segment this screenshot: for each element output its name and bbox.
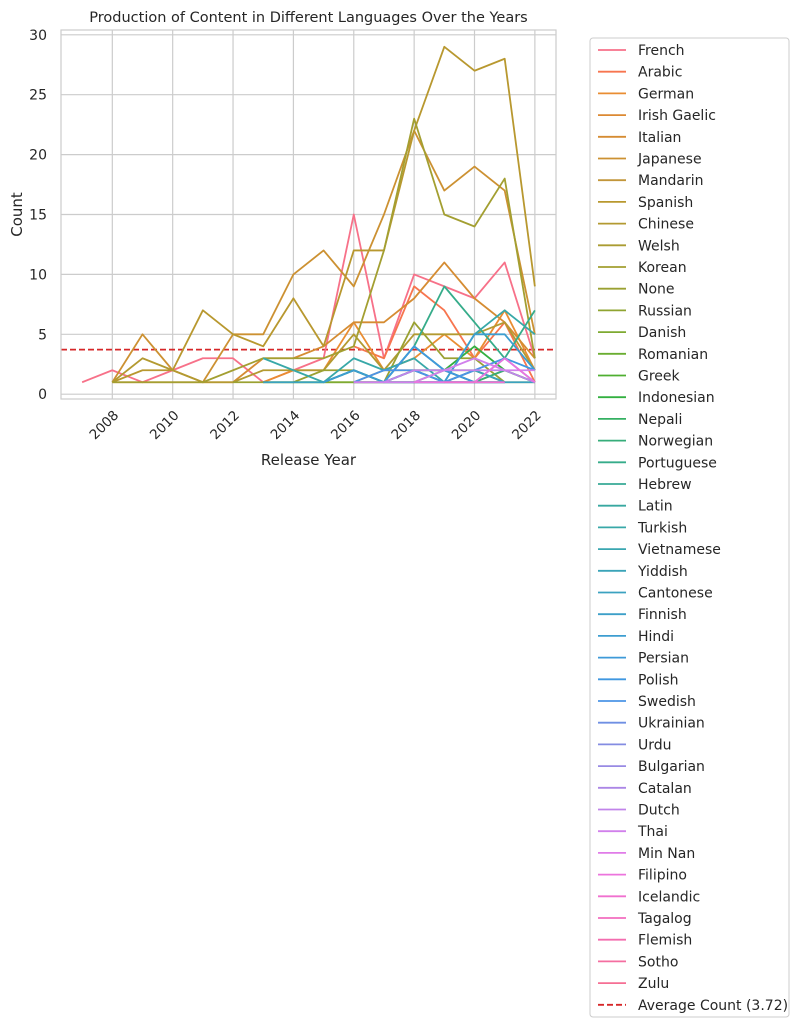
y-tick-label: 5	[38, 327, 47, 343]
legend-label: Mandarin	[638, 173, 704, 189]
legend-label: Bulgarian	[638, 759, 705, 775]
legend-label: Nepali	[638, 412, 682, 428]
legend-label: Korean	[638, 260, 687, 276]
legend-label: Thai	[637, 824, 668, 840]
legend-label: Danish	[638, 325, 686, 341]
legend-label: Hebrew	[638, 477, 692, 493]
legend-label: Italian	[638, 130, 681, 146]
legend-label: Zulu	[638, 976, 669, 992]
legend-label: German	[638, 86, 694, 102]
legend-label: Romanian	[638, 347, 708, 363]
legend-label: Icelandic	[638, 889, 700, 905]
series-line-korean	[112, 117, 536, 384]
legend-label: Tagalog	[637, 911, 692, 927]
y-axis-label: Count	[8, 192, 26, 237]
legend-label: Yiddish	[637, 564, 688, 580]
x-axis-label: Release Year	[261, 451, 357, 469]
legend-label: Latin	[638, 499, 673, 515]
legend-label: Filipino	[638, 868, 687, 884]
legend-label: Sotho	[638, 954, 678, 970]
legend-label: Swedish	[638, 694, 696, 710]
legend-label: Ukrainian	[638, 716, 705, 732]
y-tick-label: 30	[29, 28, 47, 44]
chart-title: Production of Content in Different Langu…	[89, 10, 527, 26]
series-line-spanish	[111, 45, 536, 384]
legend-items: French Arabic German Irish Gaelic Italian Jap…	[598, 43, 788, 1014]
legend-label: None	[638, 282, 675, 298]
legend-label: Polish	[638, 672, 678, 688]
legend-label: Flemish	[638, 933, 692, 949]
legend-label: Urdu	[638, 737, 672, 753]
legend-label: French	[638, 43, 685, 59]
legend-label: Finnish	[638, 607, 687, 623]
legend: French Arabic German Irish Gaelic Italian Jap…	[589, 37, 790, 1018]
legend-frame	[589, 37, 790, 1018]
legend-label: Cantonese	[638, 586, 713, 602]
legend-label-average: Average Count (3.72)	[638, 998, 788, 1014]
plot-frame	[60, 29, 557, 400]
y-tick-label: 15	[29, 208, 47, 224]
series-line-french	[81, 213, 536, 384]
legend-label: Norwegian	[638, 434, 713, 450]
y-tick-label: 0	[38, 387, 47, 403]
legend-label: Irish Gaelic	[638, 108, 716, 124]
y-tick-label: 10	[29, 267, 47, 283]
legend-label: Turkish	[637, 520, 687, 536]
legend-label: Chinese	[638, 217, 694, 233]
legend-label: Welsh	[638, 238, 680, 254]
legend-label: Catalan	[638, 781, 692, 797]
legend-label: Japanese	[637, 152, 702, 168]
legend-label: Russian	[638, 303, 692, 319]
legend-label: Min Nan	[638, 846, 695, 862]
series-layer	[81, 45, 536, 384]
legend-label: Vietnamese	[638, 542, 721, 558]
legend-label: Spanish	[638, 195, 693, 211]
legend-label: Portuguese	[638, 455, 717, 471]
legend-label: Dutch	[638, 803, 680, 819]
legend-label: Arabic	[638, 65, 682, 81]
legend-label: Indonesian	[638, 390, 715, 406]
legend-label: Persian	[638, 651, 689, 667]
y-tick-label: 25	[29, 88, 47, 104]
series-line-thai	[353, 357, 535, 384]
y-tick-label: 20	[29, 148, 47, 164]
legend-label: Hindi	[638, 629, 674, 645]
legend-label: Greek	[638, 369, 681, 385]
